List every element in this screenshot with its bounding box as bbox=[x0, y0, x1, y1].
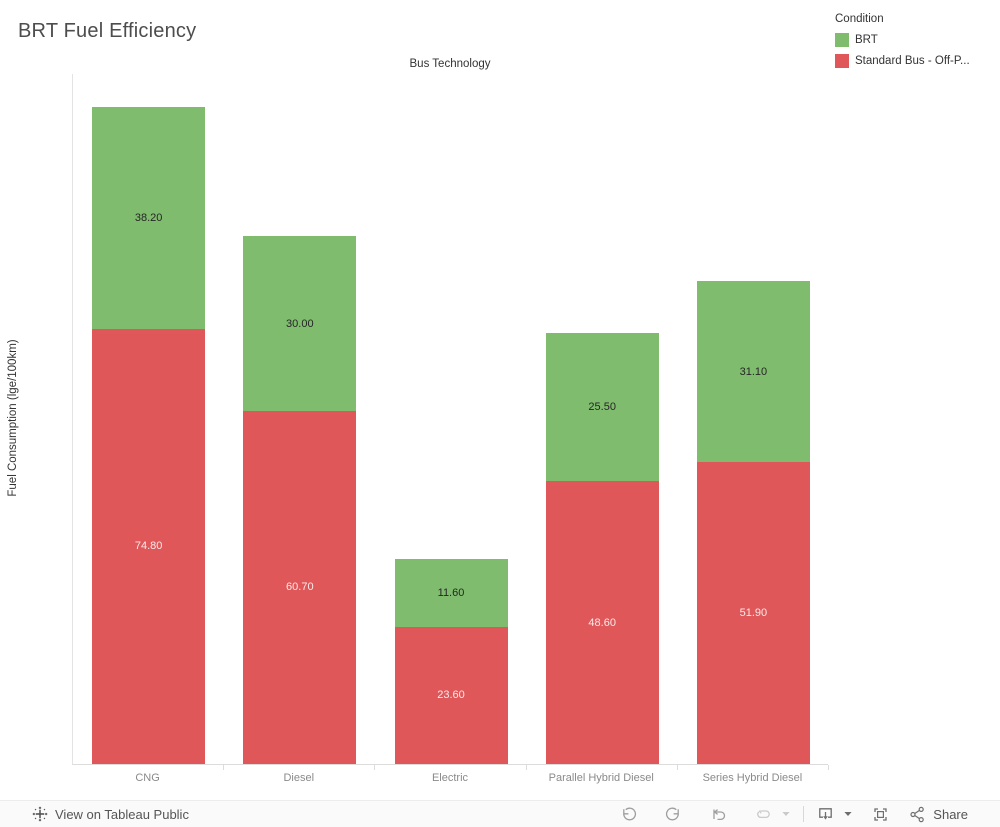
column-header: Bus Technology bbox=[409, 58, 491, 70]
bar-segment-cng-standard-bus---off-peak[interactable]: 74.80 bbox=[92, 328, 206, 764]
bar-segment-diesel-standard-bus---off-peak[interactable]: 60.70 bbox=[243, 410, 357, 764]
bar-segment-parallel-hybrid-diesel-standard-bus---off-peak[interactable]: 48.60 bbox=[545, 481, 659, 764]
x-axis-tick bbox=[828, 765, 829, 770]
bar-segment-electric-standard-bus---off-peak[interactable]: 23.60 bbox=[394, 626, 508, 764]
fullscreen-icon bbox=[871, 805, 890, 824]
refresh-icon bbox=[754, 805, 773, 824]
redo-button[interactable] bbox=[664, 805, 683, 824]
legend-title: Condition bbox=[835, 13, 884, 25]
legend-item-label: Standard Bus - Off-P... bbox=[855, 55, 970, 67]
x-axis-tick bbox=[374, 765, 376, 770]
share-icon bbox=[908, 805, 927, 824]
x-axis-tick bbox=[223, 765, 225, 770]
bar-segment-electric-brt[interactable]: 11.60 bbox=[394, 559, 508, 627]
bar-segment-cng-brt[interactable]: 38.20 bbox=[92, 106, 206, 329]
legend-item-label: BRT bbox=[855, 34, 878, 46]
legend-item-brt[interactable]: BRT bbox=[835, 33, 995, 47]
download-button[interactable] bbox=[816, 805, 835, 824]
plot-area: 74.80 38.20 60.70 30.00 23.60 11.60 48.60 25.50… bbox=[72, 74, 828, 765]
bar-value-label: 11.60 bbox=[437, 587, 465, 599]
chevron-down-icon bbox=[843, 809, 853, 819]
y-axis-label: Fuel Consumption (lge/100km) bbox=[7, 339, 19, 497]
legend: Condition BRT Standard Bus - Off-P... bbox=[835, 13, 995, 75]
chevron-down-icon bbox=[781, 809, 791, 819]
x-axis-tick bbox=[676, 765, 678, 770]
x-axis-category-label: Series Hybrid Diesel bbox=[702, 772, 803, 784]
fullscreen-button[interactable] bbox=[871, 805, 890, 824]
bar-value-label: 48.60 bbox=[588, 616, 616, 629]
bar-segment-series-hybrid-diesel-standard-bus---off-peak[interactable]: 51.90 bbox=[696, 462, 810, 764]
download-icon bbox=[816, 805, 835, 824]
bar-value-label: 60.70 bbox=[286, 581, 314, 594]
legend-swatch bbox=[835, 54, 849, 68]
x-axis-category-label: Parallel Hybrid Diesel bbox=[548, 772, 654, 784]
share-button-label: Share bbox=[933, 806, 968, 822]
legend-swatch bbox=[835, 33, 849, 47]
bar-value-label: 51.90 bbox=[739, 607, 768, 620]
toolbar-divider bbox=[803, 806, 805, 822]
bottom-toolbar: View on Tableau Public bbox=[0, 800, 1000, 827]
bar-value-label: 25.50 bbox=[588, 401, 616, 414]
download-options-button[interactable] bbox=[843, 809, 853, 819]
bar-segment-series-hybrid-diesel-brt[interactable]: 31.10 bbox=[696, 281, 810, 463]
bar-value-label: 38.20 bbox=[134, 211, 163, 224]
redo-icon bbox=[664, 805, 683, 824]
bar-segment-parallel-hybrid-diesel-brt[interactable]: 25.50 bbox=[545, 333, 659, 482]
undo-button[interactable] bbox=[619, 805, 638, 824]
x-axis-category-label: Electric bbox=[431, 772, 469, 784]
tableau-logo-icon bbox=[32, 806, 48, 822]
bar-value-label: 30.00 bbox=[286, 317, 314, 330]
undo-icon bbox=[619, 805, 638, 824]
refresh-button[interactable] bbox=[754, 805, 773, 824]
view-on-tableau-public-link[interactable]: View on Tableau Public bbox=[0, 806, 189, 822]
share-button[interactable]: Share bbox=[908, 805, 968, 824]
view-on-tableau-public-label: View on Tableau Public bbox=[55, 806, 189, 822]
page-title: BRT Fuel Efficiency bbox=[18, 20, 197, 42]
refresh-options-button[interactable] bbox=[781, 809, 791, 819]
bar-value-label: 31.10 bbox=[739, 365, 768, 378]
x-axis-category-label: Diesel bbox=[283, 772, 315, 784]
bar-value-label: 23.60 bbox=[437, 689, 465, 702]
legend-item-standard-bus[interactable]: Standard Bus - Off-P... bbox=[835, 54, 995, 68]
toolbar-actions: Share bbox=[619, 805, 1000, 824]
x-axis-category-label: CNG bbox=[135, 772, 160, 784]
bar-segment-diesel-brt[interactable]: 30.00 bbox=[243, 236, 357, 411]
replay-button[interactable] bbox=[709, 805, 728, 824]
revert-icon bbox=[709, 805, 728, 824]
x-axis-tick bbox=[525, 765, 527, 770]
bar-value-label: 74.80 bbox=[134, 540, 163, 553]
